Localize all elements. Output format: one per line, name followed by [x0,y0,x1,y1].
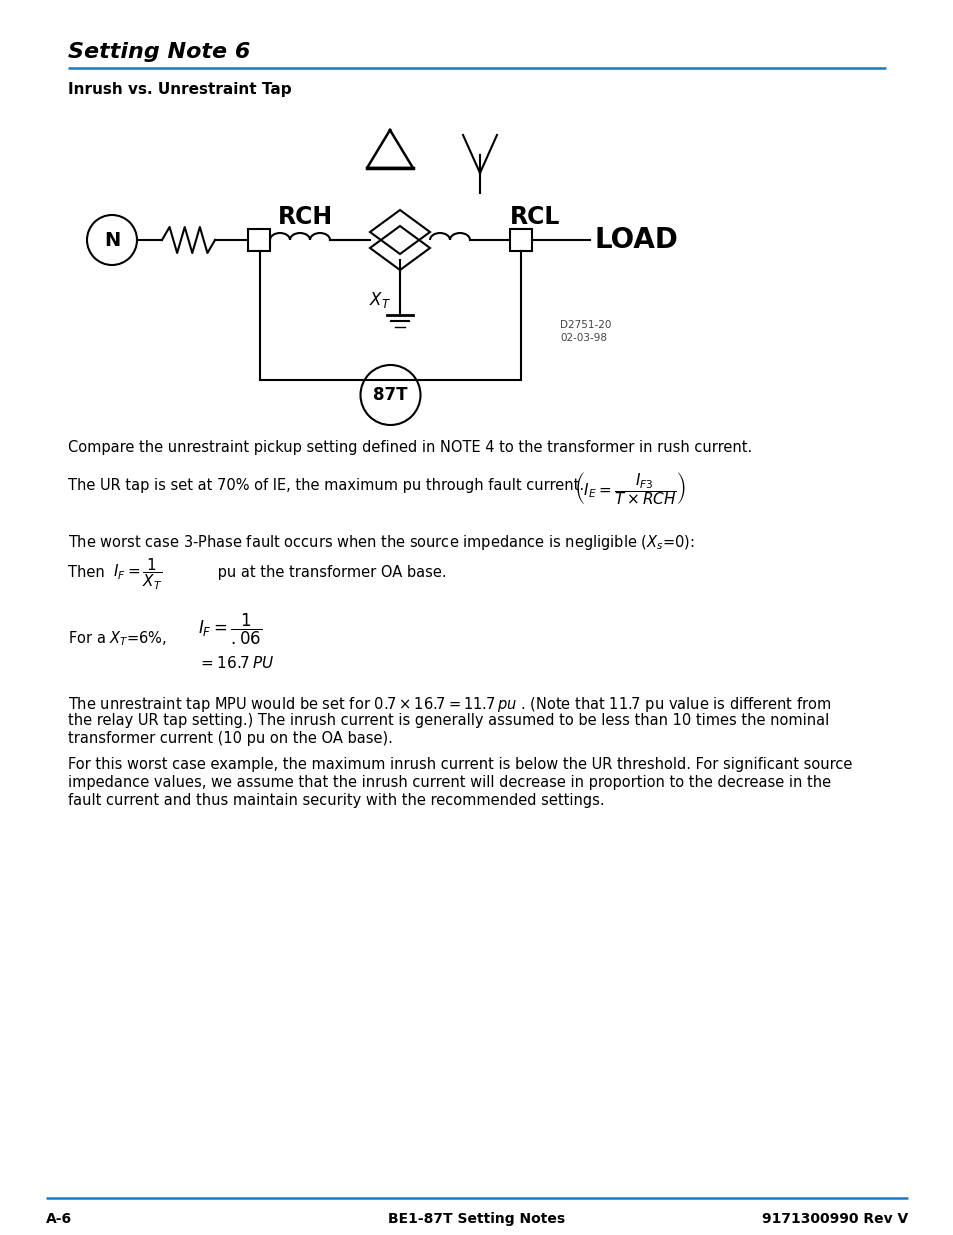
Text: $\left( I_E = \dfrac{I_{F3}}{T \times RCH} \right)$: $\left( I_E = \dfrac{I_{F3}}{T \times RC… [574,471,685,508]
Text: The unrestraint tap MPU would be set for $0.7 \times 16.7 = 11.7\,pu$ . (Note th: The unrestraint tap MPU would be set for… [68,695,831,714]
Text: $I_F = \dfrac{1}{.06}$: $I_F = \dfrac{1}{.06}$ [198,613,262,647]
Text: the relay UR tap setting.) The inrush current is generally assumed to be less th: the relay UR tap setting.) The inrush cu… [68,713,828,727]
Text: RCL: RCL [509,205,559,228]
Text: D2751-20
02-03-98: D2751-20 02-03-98 [559,320,611,343]
Text: $= 16.7\,PU$: $= 16.7\,PU$ [198,655,274,671]
Text: transformer current (10 pu on the OA base).: transformer current (10 pu on the OA bas… [68,731,393,746]
Text: A-6: A-6 [46,1212,72,1226]
Text: The UR tap is set at 70% of IE, the maximum pu through fault current.: The UR tap is set at 70% of IE, the maxi… [68,478,583,493]
Text: For this worst case example, the maximum inrush current is below the UR threshol: For this worst case example, the maximum… [68,757,851,772]
Text: 9171300990 Rev V: 9171300990 Rev V [760,1212,907,1226]
Text: BE1-87T Setting Notes: BE1-87T Setting Notes [388,1212,565,1226]
Text: Inrush vs. Unrestraint Tap: Inrush vs. Unrestraint Tap [68,82,292,98]
Text: Then: Then [68,564,113,580]
Text: RCH: RCH [277,205,333,228]
Text: N: N [104,231,120,249]
Text: impedance values, we assume that the inrush current will decrease in proportion : impedance values, we assume that the inr… [68,776,830,790]
Text: 87T: 87T [373,387,407,404]
Text: pu at the transformer OA base.: pu at the transformer OA base. [213,564,446,580]
Bar [248,228,270,251]
Text: $I_F = \dfrac{1}{X_T}$: $I_F = \dfrac{1}{X_T}$ [112,557,162,593]
Text: fault current and thus maintain security with the recommended settings.: fault current and thus maintain security… [68,793,604,808]
Text: The worst case 3-Phase fault occurs when the source impedance is negligible ($X_: The worst case 3-Phase fault occurs when… [68,534,694,552]
Text: Setting Note 6: Setting Note 6 [68,42,250,62]
Text: LOAD: LOAD [595,226,679,254]
Bar [510,228,532,251]
Text: $X_T$: $X_T$ [369,290,391,310]
Text: For a $X_T$=6%,: For a $X_T$=6%, [68,629,167,647]
Text: Compare the unrestraint pickup setting defined in NOTE 4 to the transformer in r: Compare the unrestraint pickup setting d… [68,440,752,454]
